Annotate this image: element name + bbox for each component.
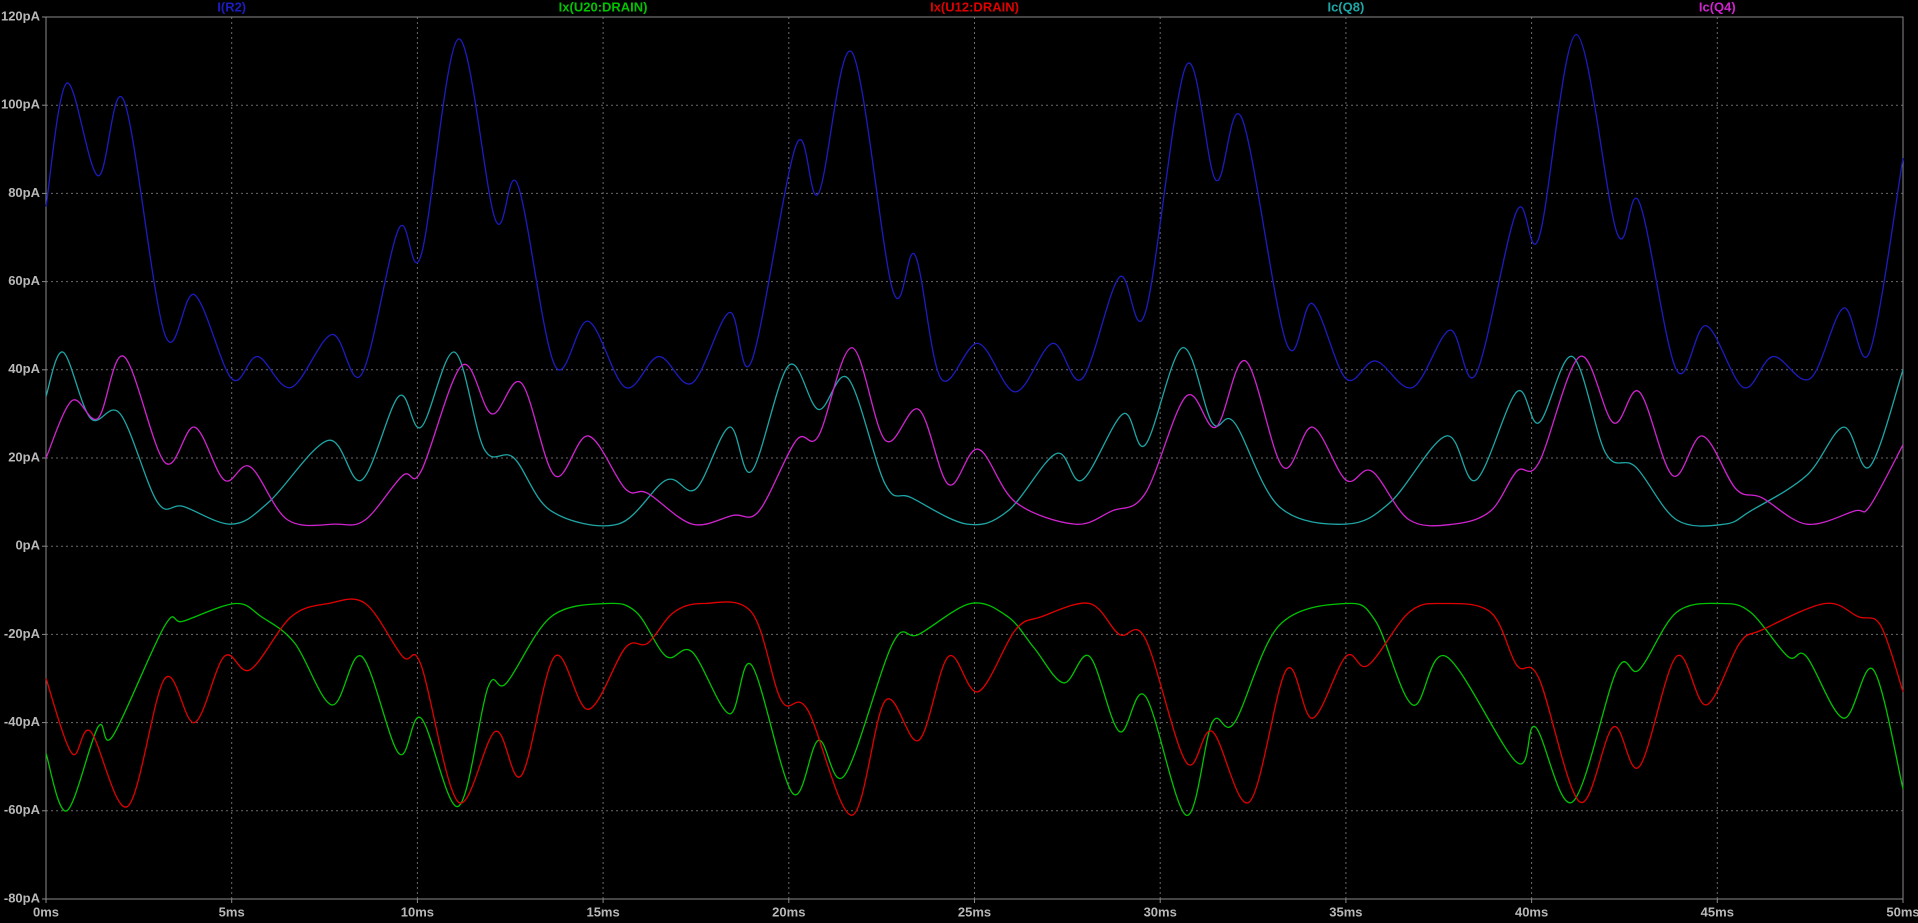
- series-line: [45, 602, 1904, 816]
- y-tick-label: -60pA: [4, 802, 41, 817]
- y-tick-label: -80pA: [4, 890, 41, 905]
- series-line: [45, 33, 1904, 393]
- x-tick-label: 0ms: [33, 904, 59, 919]
- series-line: [45, 347, 1904, 527]
- x-tick-label: 40ms: [1515, 904, 1548, 919]
- y-tick-label: -20pA: [4, 626, 41, 641]
- legend-label: I(R2): [217, 0, 246, 14]
- x-tick-label: 30ms: [1144, 904, 1177, 919]
- x-tick-label: 5ms: [219, 904, 245, 919]
- x-tick-label: 25ms: [958, 904, 991, 919]
- x-tick-label: 10ms: [401, 904, 434, 919]
- y-tick-label: -40pA: [4, 714, 41, 729]
- x-tick-label: 50ms: [1886, 904, 1918, 919]
- x-tick-label: 15ms: [586, 904, 619, 919]
- series-line: [45, 347, 1904, 527]
- x-tick-label: 35ms: [1329, 904, 1362, 919]
- y-tick-label: 100pA: [1, 97, 41, 112]
- y-tick-label: 40pA: [8, 361, 40, 376]
- legend-label: Ic(Q8): [1327, 0, 1364, 14]
- series-line: [45, 598, 1904, 816]
- x-tick-label: 20ms: [772, 904, 805, 919]
- y-tick-label: 0pA: [15, 538, 40, 553]
- y-tick-label: 80pA: [8, 185, 40, 200]
- y-tick-label: 20pA: [8, 449, 40, 464]
- legend-label: Ix(U12:DRAIN): [930, 0, 1019, 14]
- legend-label: Ix(U20:DRAIN): [559, 0, 648, 14]
- legend-label: Ic(Q4): [1699, 0, 1736, 14]
- y-tick-label: 60pA: [8, 273, 40, 288]
- y-tick-label: 120pA: [1, 8, 41, 23]
- x-tick-label: 45ms: [1701, 904, 1734, 919]
